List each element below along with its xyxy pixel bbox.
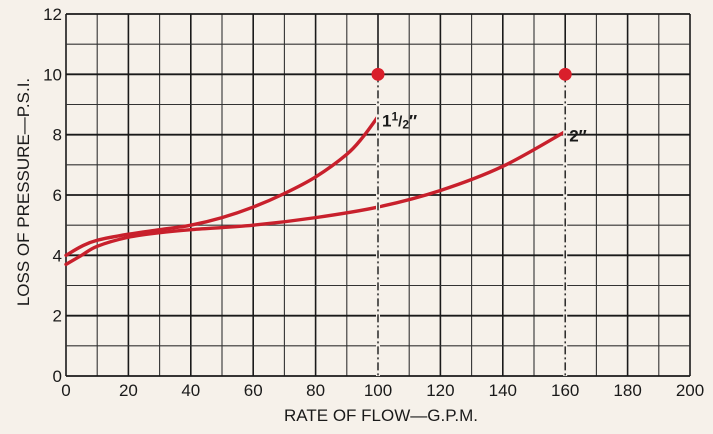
- y-axis-label: LOSS OF PRESSURE—P.S.I.: [14, 78, 33, 306]
- x-tick-label: 40: [181, 381, 200, 400]
- x-tick-label: 0: [61, 381, 70, 400]
- series-lines: 11/2″ 2″: [64, 110, 587, 267]
- x-tick-label: 120: [426, 381, 454, 400]
- series-label: 2″: [569, 127, 587, 146]
- x-axis-tick-labels: 0 20 40 60 80 100 120 140 160 180 200: [61, 381, 704, 400]
- series-line: [64, 114, 380, 258]
- limit-marker: [558, 67, 572, 81]
- limit-markers: [371, 67, 572, 376]
- x-axis-label: RATE OF FLOW—G.P.M.: [284, 406, 478, 425]
- limit-marker: [371, 67, 385, 81]
- x-tick-label: 20: [119, 381, 138, 400]
- y-tick-label: 0: [53, 367, 62, 386]
- x-tick-label: 60: [244, 381, 263, 400]
- y-tick-label: 12: [43, 5, 62, 24]
- y-tick-label: 8: [53, 126, 62, 145]
- x-tick-label: 80: [306, 381, 325, 400]
- y-axis-tick-labels: 0 2 4 6 8 10 12: [43, 5, 62, 386]
- series-line: [64, 129, 567, 267]
- y-tick-label: 2: [53, 307, 62, 326]
- x-tick-label: 180: [613, 381, 641, 400]
- x-tick-label: 200: [676, 381, 704, 400]
- x-tick-label: 140: [489, 381, 517, 400]
- x-tick-label: 100: [364, 381, 392, 400]
- y-tick-label: 6: [53, 186, 62, 205]
- y-tick-label: 4: [53, 246, 62, 265]
- x-tick-label: 160: [551, 381, 579, 400]
- y-tick-label: 10: [43, 65, 62, 84]
- series-label: 11/2″: [382, 110, 417, 132]
